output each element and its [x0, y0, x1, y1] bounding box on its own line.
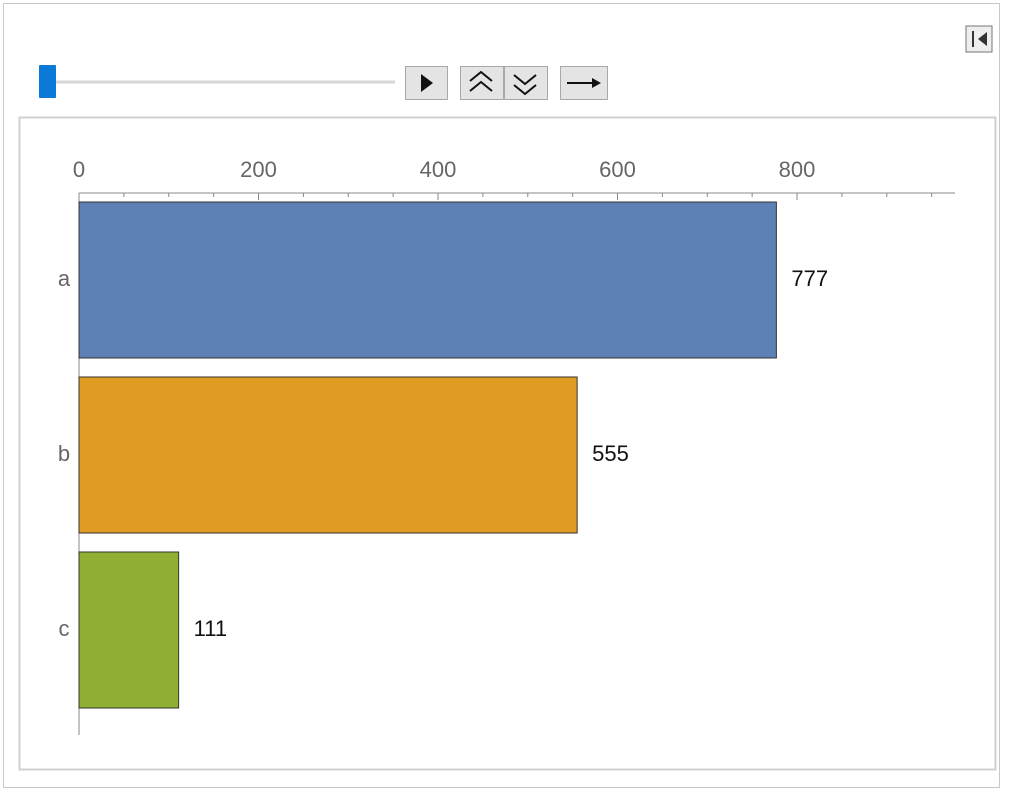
- faster-icon: [469, 70, 493, 92]
- options-icon[interactable]: [965, 25, 993, 53]
- icon-arrow: [978, 32, 987, 46]
- slider-thumb[interactable]: [39, 65, 56, 98]
- y-tick-label: a: [58, 266, 71, 291]
- y-tick-label: b: [58, 441, 70, 466]
- slower-button[interactable]: [504, 66, 548, 100]
- x-tick-label: 600: [599, 157, 636, 182]
- value-label: 555: [592, 441, 629, 466]
- play-icon: [421, 74, 433, 92]
- x-tick-label: 800: [779, 157, 816, 182]
- bar: [78, 376, 578, 534]
- x-tick-label: 200: [240, 157, 277, 182]
- faster-button[interactable]: [460, 66, 504, 100]
- chart: 0 200 400 600 800 a 777 b 555 c 111: [58, 157, 955, 735]
- slower-icon: [513, 74, 537, 96]
- x-tick-label: 400: [420, 157, 457, 182]
- bar: [78, 551, 180, 709]
- value-label: 777: [791, 266, 828, 291]
- direction-button[interactable]: [560, 66, 608, 100]
- play-button[interactable]: [405, 66, 448, 100]
- y-tick-label: c: [59, 616, 70, 641]
- x-tick-label: 0: [73, 157, 85, 182]
- bar: [78, 201, 777, 359]
- arrow-head: [592, 78, 601, 88]
- value-label: 111: [194, 616, 227, 641]
